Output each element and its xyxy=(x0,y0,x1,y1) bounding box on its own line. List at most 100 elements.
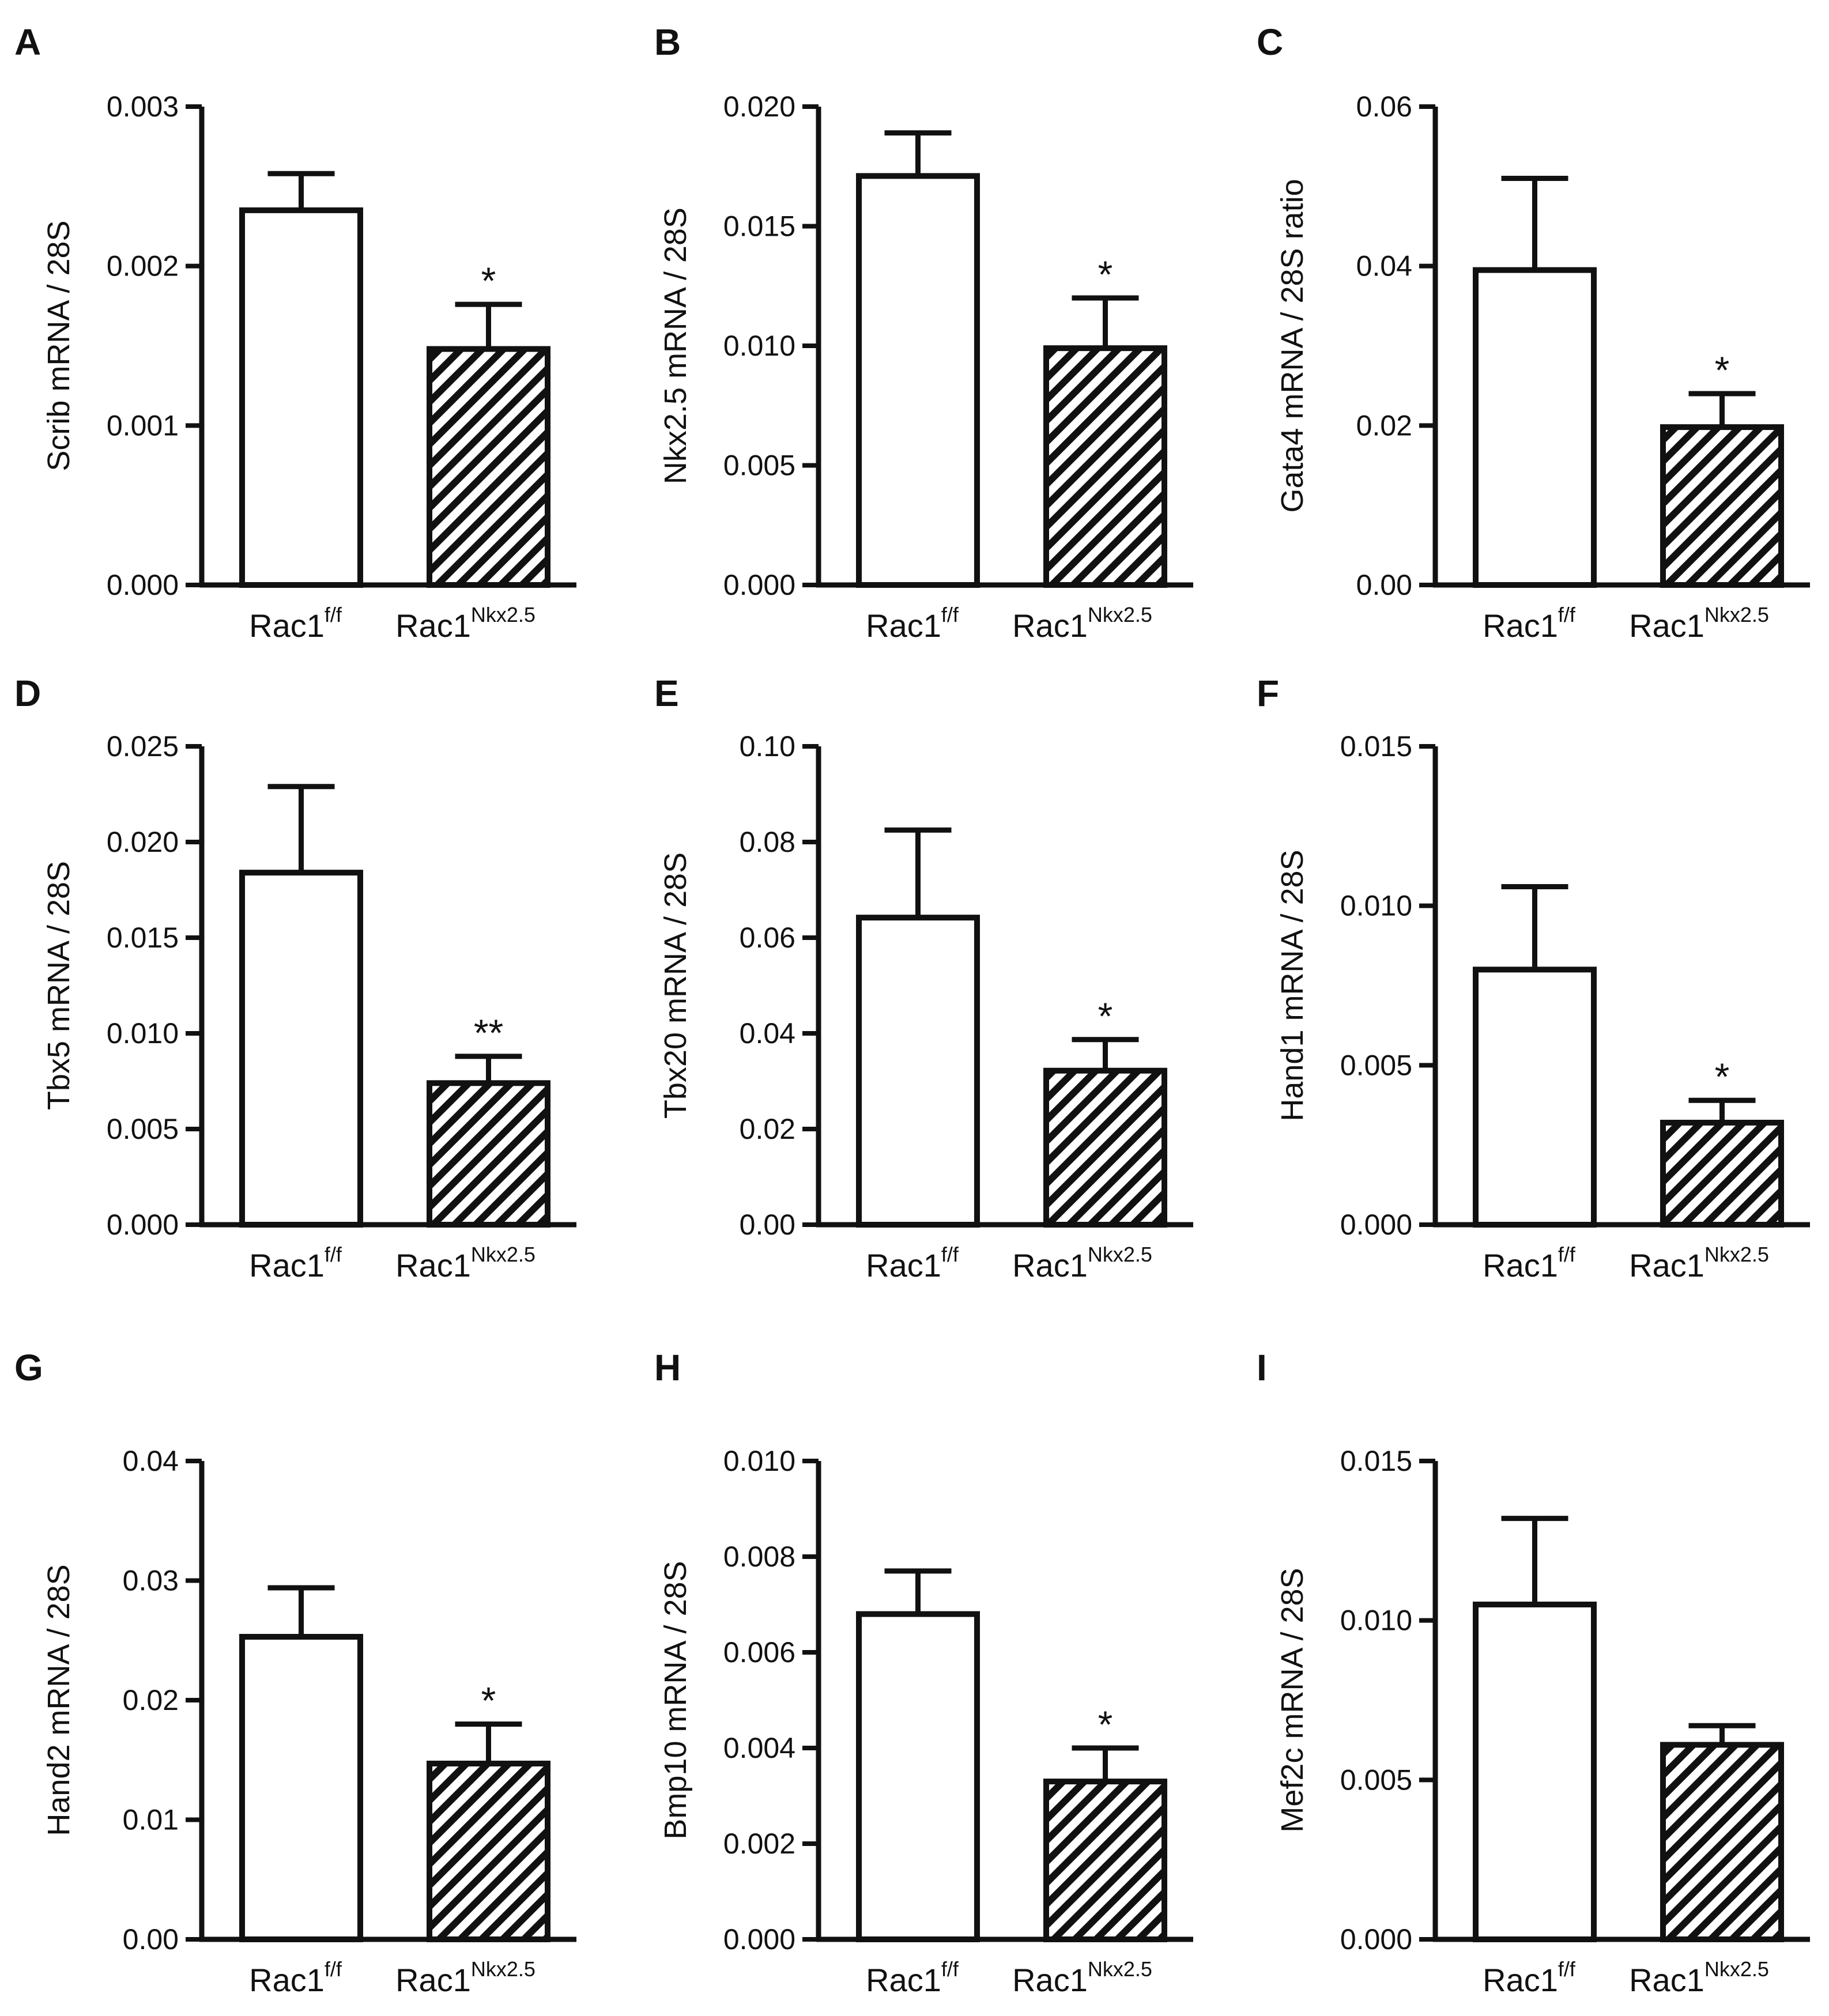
y-tick-label-d: 0.020 xyxy=(107,826,179,858)
panel-h: H 0.000 0.002 0.004 0.006 0.008 0.010 Bmp10 mRN… xyxy=(654,1347,1193,1998)
y-tick-label-f: 0.005 xyxy=(1340,1049,1412,1081)
y-tick-label-b: 0.000 xyxy=(723,569,795,601)
significance-c: * xyxy=(1715,349,1730,391)
significance-a: * xyxy=(481,259,496,302)
y-axis-label-h: Bmp10 mRNA / 28S xyxy=(658,1561,693,1839)
y-tick-label-g: 0.04 xyxy=(123,1445,179,1477)
panel-i: I 0.000 0.005 0.010 0.015 Mef2c mRNA / 28S Rac… xyxy=(1257,1347,1810,1998)
significance-b: * xyxy=(1098,253,1113,296)
y-tick-label-a: 0.000 xyxy=(107,569,179,601)
y-axis-label-f: Hand1 mRNA / 28S xyxy=(1275,850,1310,1121)
y-tick-label-b: 0.020 xyxy=(723,90,795,123)
panel-b: B 0.000 0.005 0.010 0.015 0.020 Nkx2.5 mRNA / … xyxy=(654,21,1193,644)
panel-f: F 0.000 0.005 0.010 0.015 Hand1 mRNA / 28S Rac… xyxy=(1257,673,1810,1283)
y-tick-label-e: 0.02 xyxy=(740,1113,795,1145)
y-tick-label-g: 0.02 xyxy=(123,1684,179,1716)
y-tick-label-e: 0.04 xyxy=(740,1017,795,1049)
panel-letter-g: G xyxy=(14,1347,43,1388)
category-label-a-2: Rac1Nkx2.5 xyxy=(395,603,535,644)
y-axis-label-a: Scrib mRNA / 28S xyxy=(42,220,76,471)
significance-g: * xyxy=(481,1679,496,1722)
y-tick-label-g: 0.01 xyxy=(123,1804,179,1836)
y-axis-label-b: Nkx2.5 mRNA / 28S xyxy=(658,207,693,484)
panel-letter-b: B xyxy=(654,21,681,63)
category-label-b-2: Rac1Nkx2.5 xyxy=(1012,603,1152,644)
y-tick-label-b: 0.015 xyxy=(723,210,795,243)
category-label-e-2: Rac1Nkx2.5 xyxy=(1012,1243,1152,1283)
y-tick-label-f: 0.010 xyxy=(1340,890,1412,922)
y-tick-label-c: 0.06 xyxy=(1356,90,1412,123)
panel-letter-h: H xyxy=(654,1347,681,1388)
panel-e: E 0.00 0.02 0.04 0.06 0.08 0.10 Tbx20 mRNA / 28… xyxy=(654,673,1193,1283)
y-tick-label-h: 0.010 xyxy=(723,1445,795,1477)
category-label-f-1: Rac1f/f xyxy=(1483,1243,1576,1283)
y-tick-label-f: 0.000 xyxy=(1340,1209,1412,1241)
y-tick-label-b: 0.010 xyxy=(723,330,795,362)
panel-d: D 0.000 0.005 0.010 0.015 0.020 0.025 Tbx5 mRNA… xyxy=(14,673,576,1283)
significance-f: * xyxy=(1715,1055,1730,1098)
panel-g: G 0.00 0.01 0.02 0.03 0.04 Hand2 mRNA / 28S Rac… xyxy=(14,1347,576,1998)
y-tick-label-c: 0.02 xyxy=(1356,409,1412,441)
category-label-b-1: Rac1f/f xyxy=(866,603,959,644)
y-tick-label-e: 0.06 xyxy=(740,922,795,954)
y-tick-label-i: 0.000 xyxy=(1340,1923,1412,1955)
y-tick-label-b: 0.005 xyxy=(723,450,795,482)
y-axis-label-d: Tbx5 mRNA / 28S xyxy=(42,861,76,1110)
y-tick-label-d: 0.010 xyxy=(107,1017,179,1049)
panel-letter-d: D xyxy=(14,673,41,714)
category-label-i-2: Rac1Nkx2.5 xyxy=(1629,1957,1769,1998)
bar-c-ff xyxy=(1473,267,1597,588)
y-axis-label-g: Hand2 mRNA / 28S xyxy=(42,1564,76,1836)
y-tick-label-h: 0.002 xyxy=(723,1828,795,1860)
bar-a-nkx2-5 xyxy=(427,346,550,588)
y-axis-label-e: Tbx20 mRNA / 28S xyxy=(658,852,693,1119)
category-label-f-2: Rac1Nkx2.5 xyxy=(1629,1243,1769,1283)
y-tick-label-c: 0.00 xyxy=(1356,569,1412,601)
bar-b-nkx2-5 xyxy=(1043,345,1167,588)
y-axis-label-i: Mef2c mRNA / 28S xyxy=(1275,1568,1310,1832)
bar-i-nkx2-5 xyxy=(1660,1742,1784,1942)
category-label-c-1: Rac1f/f xyxy=(1483,603,1576,644)
y-tick-label-c: 0.04 xyxy=(1356,250,1412,282)
category-label-d-2: Rac1Nkx2.5 xyxy=(395,1243,535,1283)
y-tick-label-g: 0.03 xyxy=(123,1565,179,1597)
bar-g-ff xyxy=(239,1634,363,1942)
bar-c-nkx2-5 xyxy=(1660,424,1784,588)
category-label-h-2: Rac1Nkx2.5 xyxy=(1012,1957,1152,1998)
bar-f-nkx2-5 xyxy=(1660,1119,1784,1228)
y-tick-label-a: 0.003 xyxy=(107,90,179,123)
y-tick-label-h: 0.008 xyxy=(723,1541,795,1573)
significance-e: * xyxy=(1098,995,1113,1037)
y-tick-label-e: 0.10 xyxy=(740,730,795,762)
panel-letter-c: C xyxy=(1257,21,1283,63)
category-label-i-1: Rac1f/f xyxy=(1483,1957,1576,1998)
bar-d-ff xyxy=(239,870,363,1228)
y-tick-label-i: 0.010 xyxy=(1340,1605,1412,1637)
bar-b-ff xyxy=(856,173,980,588)
panel-letter-i: I xyxy=(1257,1347,1267,1388)
category-label-a-1: Rac1f/f xyxy=(249,603,342,644)
bar-h-nkx2-5 xyxy=(1043,1779,1167,1943)
panel-letter-a: A xyxy=(14,21,41,63)
y-tick-label-h: 0.004 xyxy=(723,1732,795,1764)
bar-i-ff xyxy=(1473,1602,1597,1942)
panel-letter-e: E xyxy=(654,673,679,714)
y-tick-label-i: 0.005 xyxy=(1340,1764,1412,1796)
bar-e-nkx2-5 xyxy=(1043,1067,1167,1228)
bar-e-ff xyxy=(856,915,980,1228)
category-label-h-1: Rac1f/f xyxy=(866,1957,959,1998)
bar-a-ff xyxy=(239,207,363,588)
bar-h-ff xyxy=(856,1611,980,1943)
bar-f-ff xyxy=(1473,967,1597,1228)
y-tick-label-d: 0.015 xyxy=(107,922,179,954)
y-tick-label-a: 0.001 xyxy=(107,409,179,441)
y-tick-label-e: 0.08 xyxy=(740,826,795,858)
panel-letter-f: F xyxy=(1257,673,1279,714)
category-label-g-2: Rac1Nkx2.5 xyxy=(395,1957,535,1998)
category-label-c-2: Rac1Nkx2.5 xyxy=(1629,603,1769,644)
y-tick-label-g: 0.00 xyxy=(123,1923,179,1955)
significance-h: * xyxy=(1098,1703,1113,1746)
y-axis-label-c: Gata4 mRNA / 28S ratio xyxy=(1275,179,1310,512)
